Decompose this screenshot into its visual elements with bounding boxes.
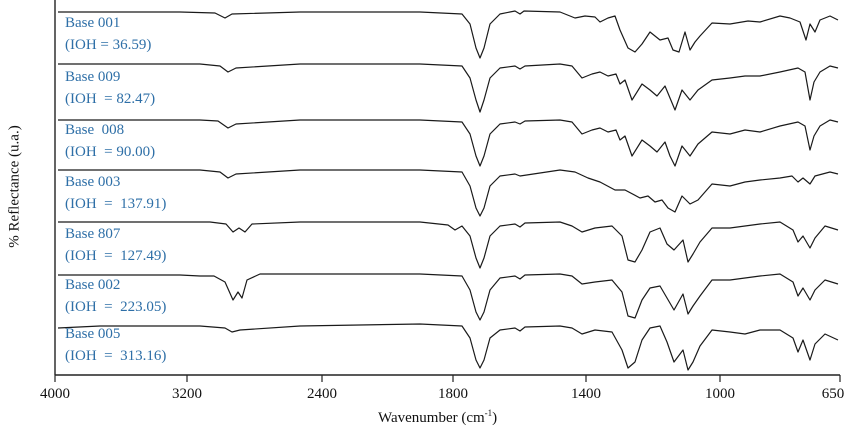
series-label-base-002: Base 002 (IOH = 223.05) (65, 277, 167, 315)
x-tick-label: 650 (821, 386, 845, 402)
spectrum-trace (58, 221, 839, 269)
spectrum-trace (58, 169, 839, 217)
series-label-base-001: Base 001 (IOH = 36.59) (65, 15, 152, 53)
x-tick-label: 4000 (40, 386, 70, 402)
y-axis-label: % Reflectance (u.a.) (6, 125, 23, 248)
spectra-traces (57, 10, 839, 371)
series-label-base-003: Base 003 (IOH = 137.91) (65, 174, 167, 212)
x-tick-label: 1800 (438, 386, 468, 402)
series-label-base-009: Base 009 (IOH = 82.47) (65, 69, 156, 107)
x-tick-label: 3200 (172, 386, 202, 402)
series-label-base-008: Base 008 (IOH = 90.00) (65, 122, 156, 160)
x-tick-label: 2400 (307, 386, 337, 402)
series-label-base-807: Base 807 (IOH = 127.49) (65, 226, 167, 264)
x-axis-label: Wavenumber (cm-1) (378, 408, 498, 426)
x-tick-label: 1400 (571, 386, 601, 402)
spectrum-trace (58, 119, 839, 167)
spectrum-trace (58, 273, 839, 321)
spectrum-trace (57, 323, 839, 371)
x-tick-label: 1000 (705, 386, 735, 402)
series-label-base-005: Base 005 (IOH = 313.16) (65, 326, 167, 364)
spectrum-trace (58, 63, 839, 113)
x-axis-ticks (54, 375, 841, 382)
spectrum-trace (58, 10, 839, 59)
